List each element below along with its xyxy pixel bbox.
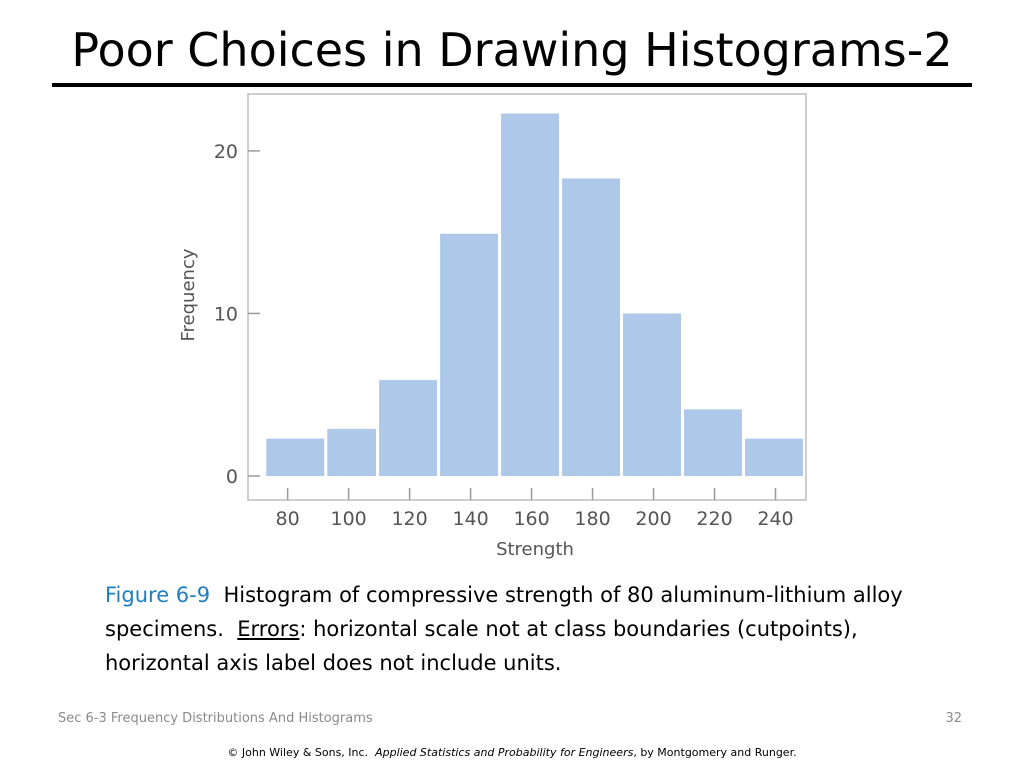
x-tick-label: 180 bbox=[574, 508, 610, 530]
copyright-suffix: , by Montgomery and Runger. bbox=[633, 746, 797, 759]
x-tick-label: 160 bbox=[513, 508, 549, 530]
histogram-bar bbox=[327, 428, 377, 476]
x-tick-label: 200 bbox=[635, 508, 671, 530]
errors-label: Errors bbox=[237, 617, 300, 641]
histogram-chart: 0 10 20 80 100 120 140 160 180 200 220 240 Strength F… bbox=[178, 93, 807, 560]
caption-errors-text: : horizontal scale not at class boundari… bbox=[105, 617, 858, 675]
copyright-prefix: © John Wiley & Sons, Inc. bbox=[227, 746, 369, 759]
page-number: 32 bbox=[945, 711, 962, 726]
y-tick-label: 0 bbox=[226, 466, 238, 488]
y-tick-label: 10 bbox=[214, 303, 238, 325]
x-tick-label: 120 bbox=[391, 508, 427, 530]
x-tick-label: 220 bbox=[696, 508, 732, 530]
histogram-bar bbox=[379, 380, 438, 476]
y-tick-label: 20 bbox=[214, 141, 238, 163]
title-divider bbox=[52, 83, 972, 87]
histogram-bar bbox=[266, 438, 325, 476]
histogram-bar bbox=[623, 313, 681, 476]
histogram-bar bbox=[745, 438, 803, 476]
y-axis-label: Frequency bbox=[178, 248, 199, 341]
histogram-bar bbox=[684, 409, 742, 476]
x-tick-label: 140 bbox=[452, 508, 488, 530]
histogram-bar bbox=[501, 113, 560, 477]
x-axis-label: Strength bbox=[496, 539, 574, 560]
plot-frame bbox=[247, 93, 807, 501]
footer-section: Sec 6-3 Frequency Distributions And Hist… bbox=[58, 711, 373, 726]
figure-label: Figure 6-9 bbox=[105, 583, 211, 607]
figure-caption: Figure 6-9 Histogram of compressive stre… bbox=[105, 578, 945, 680]
caption-text: Histogram of compressive strength of 80 … bbox=[105, 583, 903, 641]
x-tick-label: 100 bbox=[330, 508, 366, 530]
copyright-notice: © John Wiley & Sons, Inc. Applied Statis… bbox=[0, 746, 1024, 759]
x-tick-label: 80 bbox=[276, 508, 300, 530]
slide-title: Poor Choices in Drawing Histograms-2 bbox=[71, 23, 953, 77]
histogram-bar bbox=[562, 178, 620, 477]
book-title: Applied Statistics and Probability for E… bbox=[375, 746, 634, 759]
histogram-bar bbox=[440, 233, 499, 476]
x-tick-label: 240 bbox=[757, 508, 793, 530]
